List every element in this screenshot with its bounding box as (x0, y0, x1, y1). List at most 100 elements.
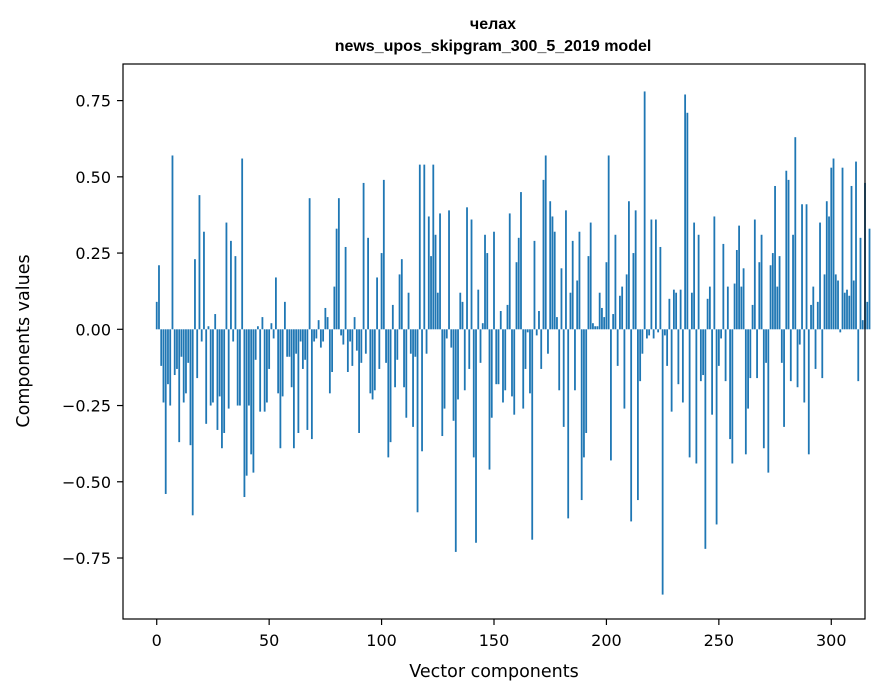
bar-component-47 (261, 317, 264, 330)
bar-component-21 (203, 231, 205, 330)
y-tick-label: −0.50 (62, 473, 111, 492)
bar-component-145 (481, 323, 484, 330)
bar-component-90 (358, 329, 360, 433)
bar-component-127 (441, 329, 444, 437)
bar-component-84 (344, 246, 347, 330)
bar-component-230 (672, 289, 675, 330)
bar-component-286 (798, 329, 801, 345)
bar-component-170 (538, 311, 540, 330)
bar-component-94 (367, 237, 369, 330)
bar-component-236 (686, 112, 689, 330)
bar-component-140 (470, 219, 473, 330)
bar-component-272 (767, 329, 770, 473)
bar-component-0 (155, 301, 158, 330)
bar-component-88 (353, 317, 356, 330)
bar-component-135 (459, 292, 462, 330)
bar-component-228 (668, 298, 671, 330)
bar-component-284 (794, 137, 797, 330)
bar-component-126 (439, 213, 441, 330)
plot-frame (122, 63, 866, 620)
bar-component-180 (560, 268, 563, 330)
bar-component-279 (783, 329, 785, 427)
bar-component-316 (866, 301, 869, 330)
bar-component-157 (508, 213, 511, 330)
bar-component-34 (232, 329, 235, 342)
bar-component-252 (722, 243, 725, 330)
bar-component-207 (621, 286, 624, 330)
bar-component-184 (569, 292, 572, 330)
bar-component-305 (841, 167, 844, 330)
bar-component-115 (414, 329, 417, 357)
bar-component-38 (241, 158, 244, 330)
bar-component-57 (283, 301, 286, 330)
bar-component-216 (641, 329, 644, 354)
bar-component-309 (850, 185, 853, 330)
bar-component-312 (857, 329, 860, 382)
bar-component-87 (351, 329, 354, 366)
bar-component-189 (580, 329, 583, 501)
bar-component-303 (837, 280, 839, 330)
bar-component-250 (717, 329, 720, 366)
bar-component-142 (475, 329, 477, 543)
bar-component-2 (160, 329, 163, 366)
bar-component-114 (412, 329, 414, 427)
bar-component-50 (268, 329, 271, 369)
bar-component-75 (324, 307, 327, 330)
bar-component-12 (182, 329, 185, 403)
bar-component-76 (326, 317, 329, 330)
bar-component-30 (223, 329, 226, 433)
bar-component-107 (396, 329, 399, 360)
bar-component-224 (659, 246, 662, 330)
bar-component-56 (281, 329, 284, 397)
bar-component-307 (846, 289, 848, 330)
bar-component-27 (216, 329, 219, 430)
bar-component-220 (650, 219, 653, 330)
bar-component-265 (751, 304, 754, 330)
bar-component-296 (821, 329, 824, 379)
bar-component-9 (176, 329, 178, 369)
bar-component-26 (214, 314, 217, 330)
bar-component-245 (706, 298, 709, 330)
bar-component-119 (423, 164, 426, 330)
bar-component-243 (702, 329, 705, 376)
bar-component-176 (551, 216, 554, 330)
bar-component-273 (769, 265, 772, 330)
bar-component-199 (603, 317, 606, 330)
bar-component-294 (816, 301, 819, 330)
bar-component-37 (239, 329, 241, 406)
bar-component-148 (488, 329, 491, 470)
bar-component-154 (502, 329, 504, 403)
bar-component-259 (738, 225, 740, 330)
bar-component-234 (681, 329, 684, 403)
bar-component-20 (200, 329, 203, 342)
y-tick-label: 0.00 (75, 320, 111, 339)
x-tick-label: 0 (152, 631, 162, 650)
bar-component-174 (547, 329, 549, 354)
bar-component-19 (198, 195, 201, 330)
bar-component-204 (614, 234, 617, 330)
bar-component-32 (227, 329, 230, 409)
y-tick-label: −0.75 (62, 549, 111, 568)
bar-component-74 (322, 329, 325, 342)
bar-component-197 (598, 292, 601, 330)
bar-component-79 (333, 286, 336, 330)
bar-component-164 (524, 329, 527, 369)
bar-component-299 (828, 216, 830, 330)
bar-component-242 (699, 329, 702, 382)
x-tick-label: 200 (591, 631, 622, 650)
bar-component-310 (852, 280, 855, 330)
bar-component-128 (443, 329, 446, 409)
y-axis-ticks: −0.75 −0.50 −0.25 0.00 0.25 0.50 0.75 (62, 92, 123, 568)
bar-component-283 (792, 234, 794, 330)
bar-component-58 (286, 329, 289, 357)
bar-component-246 (708, 286, 711, 330)
bar-component-178 (556, 317, 558, 330)
bar-component-130 (448, 210, 450, 330)
bar-component-247 (711, 329, 713, 415)
bar-component-192 (587, 256, 590, 330)
bar-component-96 (371, 329, 374, 400)
bar-component-101 (382, 179, 385, 330)
bar-component-69 (310, 329, 313, 440)
bar-component-229 (670, 329, 673, 412)
bar-component-270 (762, 329, 765, 449)
